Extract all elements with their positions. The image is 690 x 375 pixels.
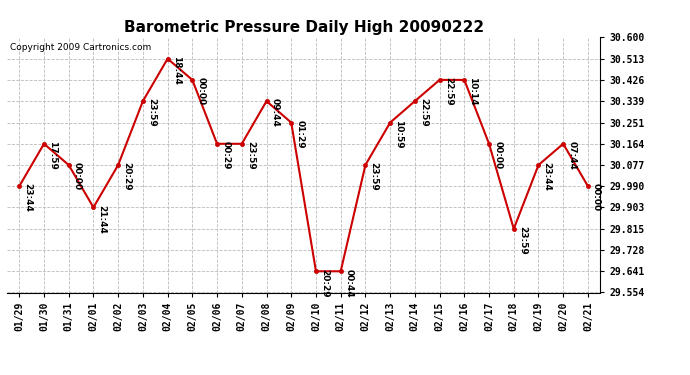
Text: 23:59: 23:59 <box>370 162 379 191</box>
Text: 00:00: 00:00 <box>197 77 206 105</box>
Text: 23:59: 23:59 <box>246 141 255 170</box>
Text: 07:44: 07:44 <box>567 141 576 170</box>
Text: 00:00: 00:00 <box>493 141 502 169</box>
Text: 17:59: 17:59 <box>48 141 57 170</box>
Text: 10:59: 10:59 <box>394 120 403 148</box>
Text: 10:14: 10:14 <box>469 77 477 106</box>
Text: Copyright 2009 Cartronics.com: Copyright 2009 Cartronics.com <box>10 43 151 52</box>
Text: 23:44: 23:44 <box>542 162 551 191</box>
Title: Barometric Pressure Daily High 20090222: Barometric Pressure Daily High 20090222 <box>124 20 484 35</box>
Text: 23:44: 23:44 <box>23 183 32 212</box>
Text: 22:59: 22:59 <box>444 77 453 106</box>
Text: 18:44: 18:44 <box>172 56 181 85</box>
Text: 00:00: 00:00 <box>73 162 82 190</box>
Text: 23:59: 23:59 <box>147 98 156 127</box>
Text: 00:44: 00:44 <box>345 268 354 297</box>
Text: 01:29: 01:29 <box>295 120 304 148</box>
Text: 00:29: 00:29 <box>221 141 230 170</box>
Text: 00:00: 00:00 <box>592 183 601 211</box>
Text: 20:29: 20:29 <box>320 268 329 297</box>
Text: 22:59: 22:59 <box>419 98 428 127</box>
Text: 20:29: 20:29 <box>122 162 131 191</box>
Text: 21:44: 21:44 <box>97 205 106 234</box>
Text: 09:44: 09:44 <box>270 98 279 127</box>
Text: 23:59: 23:59 <box>518 226 527 255</box>
